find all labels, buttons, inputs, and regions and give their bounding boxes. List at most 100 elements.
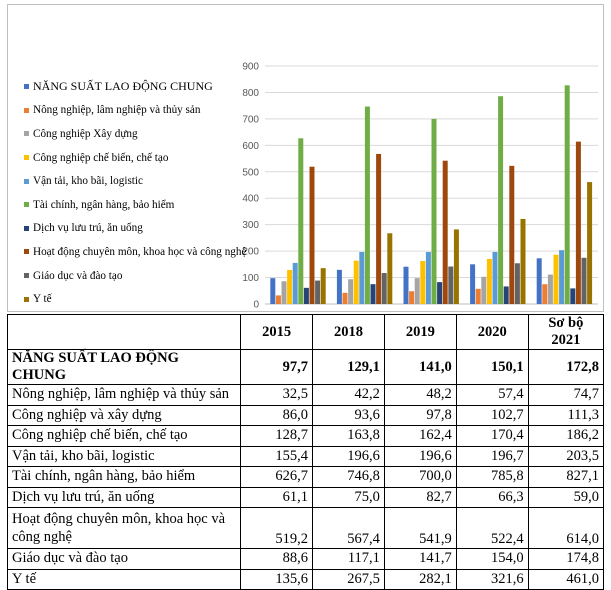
table-cell: 461,0 — [527, 568, 605, 590]
table-header-row: 2015 2018 2019 2020 Sơ bộ 2021 — [6, 314, 605, 350]
table-cell: 48,2 — [383, 384, 457, 406]
table-cell: 141,0 — [383, 349, 457, 385]
bar — [448, 266, 454, 304]
legend-item: Công nghiệp chế biến, chế tạo — [24, 146, 254, 170]
bar — [514, 263, 520, 304]
legend-swatch — [24, 296, 29, 302]
table-cell: 88,6 — [240, 548, 314, 570]
row-label: Nông nghiệp, lâm nghiệp và thủy sản — [6, 384, 242, 406]
table-cell: 82,7 — [383, 486, 457, 508]
bar — [376, 153, 382, 304]
column-header: 2018 — [312, 314, 385, 350]
bar — [320, 268, 326, 304]
row-label: Tài chính, ngân hàng, bảo hiểm — [6, 466, 242, 488]
row-label: Công nghiệp và xây dựng — [6, 404, 242, 426]
bar — [353, 260, 359, 304]
table-row: NĂNG SUẤT LAO ĐỘNG CHUNG 97,7 129,1 141,0 15… — [6, 349, 605, 385]
bar — [509, 165, 515, 304]
legend-label: NĂNG SUẤT LAO ĐỘNG CHUNG — [33, 79, 213, 94]
bar — [559, 250, 565, 304]
table-cell: 128,7 — [240, 425, 314, 447]
column-header — [6, 314, 242, 350]
bar — [270, 278, 276, 304]
bar — [359, 252, 365, 304]
legend-item: NĂNG SUẤT LAO ĐỘNG CHUNG — [24, 75, 254, 99]
legend-item: Giáo dục và đào tạo — [24, 264, 254, 288]
legend-swatch — [24, 155, 29, 161]
chart-area: 0 100 200 300 400 500 600 700 800 900 NĂNG SUẤT L… — [7, 4, 604, 312]
legend-item: Y tế — [24, 287, 254, 311]
bar — [370, 284, 376, 304]
bar — [309, 166, 315, 304]
bar — [553, 254, 559, 304]
table-cell: 282,1 — [383, 568, 457, 590]
legend-label: Giáo dục và đào tạo — [33, 269, 123, 282]
bar — [498, 96, 504, 304]
table-cell: 93,6 — [312, 404, 385, 426]
table-cell: 162,4 — [383, 425, 457, 447]
legend-item: Nông nghiệp, lâm nghiệp và thủy sản — [24, 99, 254, 123]
table-cell: 203,5 — [527, 445, 605, 467]
legend-item: Hoạt động chuyên môn, khoa học và công n… — [24, 240, 254, 264]
y-tick-label: 700 — [242, 114, 259, 125]
y-tick-label: 800 — [242, 88, 259, 99]
table-cell: 66,3 — [455, 486, 529, 508]
bar — [414, 278, 420, 304]
bar — [275, 295, 281, 304]
table-row: Giáo dục và đào tạo 88,6 117,1 141,7 154,0 17… — [6, 548, 605, 570]
bar — [409, 291, 415, 304]
y-tick-label: 200 — [242, 247, 259, 258]
table-cell: 135,6 — [240, 568, 314, 590]
bar — [315, 280, 321, 304]
table-row: Dịch vụ lưu trú, ăn uống 61,1 75,0 82,7 66,3… — [6, 486, 605, 508]
table-cell: 141,7 — [383, 548, 457, 570]
table-cell: 150,1 — [455, 349, 529, 385]
bar — [364, 106, 370, 305]
table-row: Hoạt động chuyên môn, khoa học và công n… — [6, 507, 605, 549]
table-cell: 170,4 — [455, 425, 529, 447]
y-tick-label: 900 — [242, 62, 259, 73]
table-cell: 186,2 — [527, 425, 605, 447]
bar — [303, 287, 309, 304]
bar — [587, 182, 593, 304]
table-cell: 519,2 — [240, 507, 314, 549]
legend-label: Hoạt động chuyên môn, khoa học và công n… — [33, 245, 247, 258]
table-cell: 32,5 — [240, 384, 314, 406]
bar — [387, 233, 393, 304]
legend-label: Y tế — [33, 293, 52, 306]
bar — [542, 284, 548, 304]
bar — [442, 160, 448, 304]
bar-chart: 0 100 200 300 400 500 600 700 800 900 — [242, 62, 598, 311]
table-row: Y tế 135,6 267,5 282,1 321,6 461,0 — [6, 568, 605, 590]
table-row: Công nghiệp chế biến, chế tạo 128,7 163,8 1… — [6, 425, 605, 447]
legend-swatch — [24, 202, 29, 208]
bar — [520, 218, 526, 304]
legend-swatch — [24, 273, 29, 279]
table-cell: 97,8 — [383, 404, 457, 426]
legend-label: Công nghiệp chế biến, chế tạo — [33, 151, 169, 164]
row-label: Giáo dục và đào tạo — [6, 548, 242, 570]
table-cell: 129,1 — [312, 349, 385, 385]
table-cell: 59,0 — [527, 486, 605, 508]
column-header: 2015 — [240, 314, 314, 350]
table-row: Tài chính, ngân hàng, bảo hiểm 626,7 746,8… — [6, 466, 605, 488]
column-header: 2020 — [455, 314, 529, 350]
table-cell: 75,0 — [312, 486, 385, 508]
legend-swatch — [24, 131, 29, 137]
table-cell: 522,4 — [455, 507, 529, 549]
table-cell: 785,8 — [455, 466, 529, 488]
table-cell: 74,7 — [527, 384, 605, 406]
bar — [281, 281, 287, 304]
chart-legend: NĂNG SUẤT LAO ĐỘNG CHUNG Nông nghiệp, lâm… — [24, 75, 254, 311]
table-cell: 626,7 — [240, 466, 314, 488]
table-cell: 700,0 — [383, 466, 457, 488]
bar — [425, 252, 431, 304]
bar — [298, 138, 304, 304]
bar — [437, 282, 443, 304]
table-row: Nông nghiệp, lâm nghiệp và thủy sản 32,5 4… — [6, 384, 605, 406]
table-cell: 155,4 — [240, 445, 314, 467]
bar — [547, 274, 553, 304]
bar — [536, 258, 542, 304]
table-cell: 827,1 — [527, 466, 605, 488]
table-cell: 154,0 — [455, 548, 529, 570]
